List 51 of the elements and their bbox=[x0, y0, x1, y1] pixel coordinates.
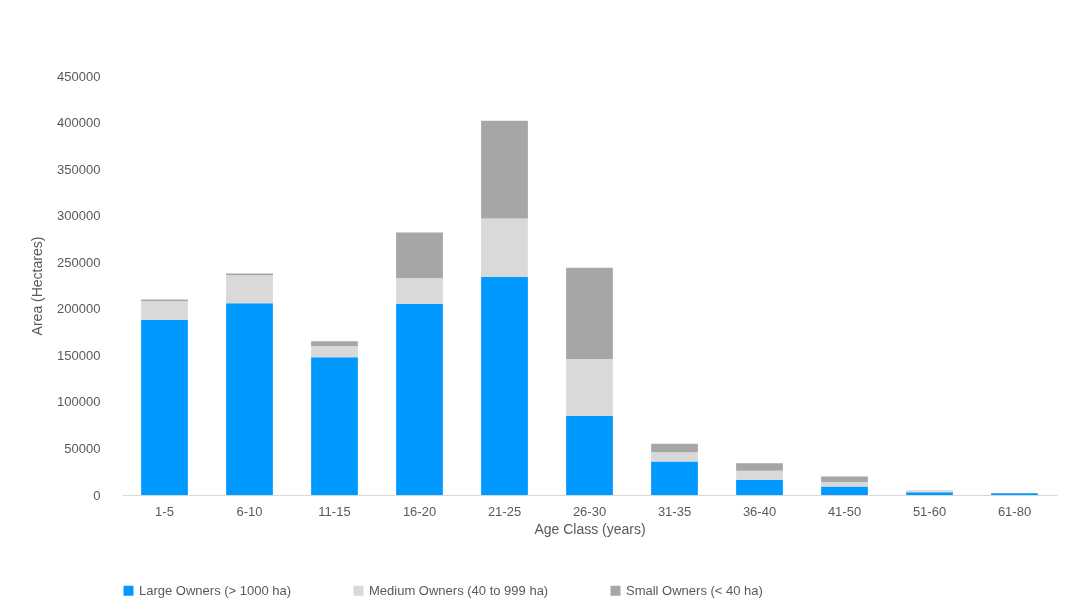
y-tick-label: 450000 bbox=[57, 68, 101, 84]
x-tick-label: 36-40 bbox=[742, 503, 777, 519]
bar bbox=[311, 357, 358, 495]
y-tick-label: 100000 bbox=[57, 394, 101, 410]
bar bbox=[396, 304, 443, 495]
bar bbox=[566, 359, 613, 416]
bar bbox=[141, 319, 188, 495]
x-tick-label: 26-30 bbox=[572, 503, 607, 519]
x-tick-label: 21-25 bbox=[487, 503, 522, 519]
bar bbox=[736, 480, 783, 495]
bar bbox=[311, 341, 358, 347]
bar bbox=[481, 120, 528, 219]
bar bbox=[481, 218, 528, 278]
bar bbox=[396, 232, 443, 279]
bar bbox=[481, 277, 528, 495]
bar bbox=[651, 443, 698, 453]
x-tick-label: 6-10 bbox=[236, 503, 263, 519]
bar bbox=[651, 461, 698, 495]
legend-label: Large Owners (> 1000 ha) bbox=[139, 582, 292, 598]
y-tick-label: 200000 bbox=[57, 301, 101, 317]
legend-label: Small Owners (< 40 ha) bbox=[626, 582, 763, 598]
bar bbox=[651, 452, 698, 462]
bar bbox=[141, 301, 188, 320]
bar bbox=[821, 481, 868, 487]
y-tick-label: 0 bbox=[93, 487, 101, 503]
x-tick-label: 31-35 bbox=[657, 503, 692, 519]
bar bbox=[396, 278, 443, 305]
y-tick-label: 250000 bbox=[57, 254, 101, 270]
bar bbox=[821, 476, 868, 482]
y-tick-label: 400000 bbox=[57, 115, 101, 131]
bar bbox=[226, 275, 273, 304]
bar bbox=[226, 303, 273, 495]
x-axis-title: Age Class (years) bbox=[534, 520, 646, 537]
bar bbox=[736, 463, 783, 471]
bar bbox=[566, 415, 613, 495]
bar bbox=[311, 346, 358, 358]
y-tick-label: 50000 bbox=[64, 440, 101, 456]
bar bbox=[821, 486, 868, 495]
bar bbox=[736, 470, 783, 481]
x-tick-label: 41-50 bbox=[827, 503, 862, 519]
y-tick-label: 350000 bbox=[57, 161, 101, 177]
y-tick-label: 150000 bbox=[57, 347, 101, 363]
x-tick-label: 16-20 bbox=[402, 503, 437, 519]
bar bbox=[566, 267, 613, 360]
x-tick-label: 1-5 bbox=[155, 503, 174, 519]
y-tick-label: 300000 bbox=[57, 208, 101, 224]
y-axis-title: Area (Hectares) bbox=[29, 236, 46, 336]
x-tick-label: 61-80 bbox=[997, 503, 1032, 519]
x-tick-label: 11-15 bbox=[318, 503, 351, 519]
legend-label: Medium Owners (40 to 999 ha) bbox=[369, 582, 549, 598]
x-tick-label: 51-60 bbox=[912, 503, 947, 519]
